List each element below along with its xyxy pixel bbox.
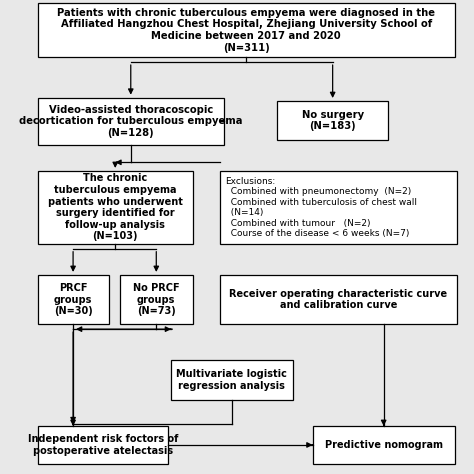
Text: Exclusions:
  Combined with pneumonectomy  (N=2)
  Combined with tuberculosis of: Exclusions: Combined with pneumonectomy … (225, 177, 417, 238)
FancyBboxPatch shape (37, 3, 455, 57)
FancyBboxPatch shape (219, 275, 457, 324)
Text: No surgery
(N=183): No surgery (N=183) (301, 109, 364, 131)
Text: No PRCF
groups
(N=73): No PRCF groups (N=73) (133, 283, 180, 316)
FancyBboxPatch shape (171, 360, 293, 400)
Text: PRCF
groups
(N=30): PRCF groups (N=30) (54, 283, 92, 316)
FancyBboxPatch shape (37, 275, 109, 324)
Text: The chronic
tuberculous empyema
patients who underwent
surgery identified for
fo: The chronic tuberculous empyema patients… (48, 173, 182, 241)
Text: Independent risk foctors of
postoperative atelectasis: Independent risk foctors of postoperativ… (28, 434, 178, 456)
FancyBboxPatch shape (37, 171, 193, 244)
FancyBboxPatch shape (313, 426, 455, 464)
FancyBboxPatch shape (37, 426, 168, 464)
FancyBboxPatch shape (277, 101, 388, 140)
FancyBboxPatch shape (219, 171, 457, 244)
Text: Receiver operating characteristic curve
and calibration curve: Receiver operating characteristic curve … (229, 289, 447, 310)
Text: Predictive nomogram: Predictive nomogram (325, 440, 443, 450)
Text: Patients with chronic tuberculous empyema were diagnosed in the
Affiliated Hangz: Patients with chronic tuberculous empyem… (57, 8, 435, 53)
FancyBboxPatch shape (37, 98, 224, 145)
FancyBboxPatch shape (119, 275, 193, 324)
Text: Video-assisted thoracoscopic
decortication for tuberculous empyema
(N=128): Video-assisted thoracoscopic decorticati… (19, 105, 243, 138)
Text: Multivariate logistic
regression analysis: Multivariate logistic regression analysi… (176, 369, 287, 391)
